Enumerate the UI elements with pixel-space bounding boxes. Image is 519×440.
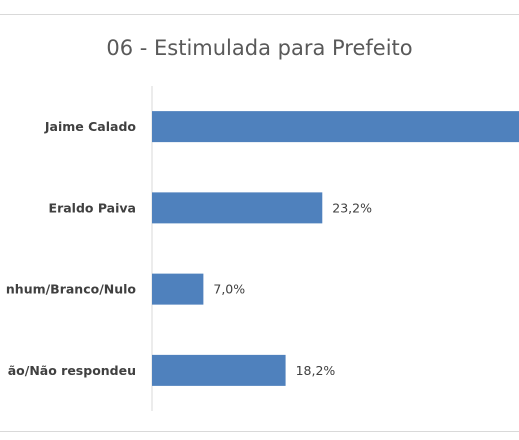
bar xyxy=(152,192,323,224)
bar xyxy=(152,273,204,305)
chart-title: 06 - Estimulada para Prefeito xyxy=(106,36,413,60)
chart-frame-bottom-border xyxy=(0,431,519,432)
category-label: ão/Não respondeu xyxy=(8,363,136,378)
bar xyxy=(152,111,519,143)
bar xyxy=(152,354,286,386)
category-label: nhum/Branco/Nulo xyxy=(6,282,137,297)
data-label: 18,2% xyxy=(296,363,336,378)
category-label: Jaime Calado xyxy=(44,119,137,134)
data-label: 23,2% xyxy=(332,200,372,215)
category-label: Eraldo Paiva xyxy=(49,200,136,215)
data-label: 7,0% xyxy=(213,282,245,297)
chart-frame-top-border xyxy=(0,14,519,15)
